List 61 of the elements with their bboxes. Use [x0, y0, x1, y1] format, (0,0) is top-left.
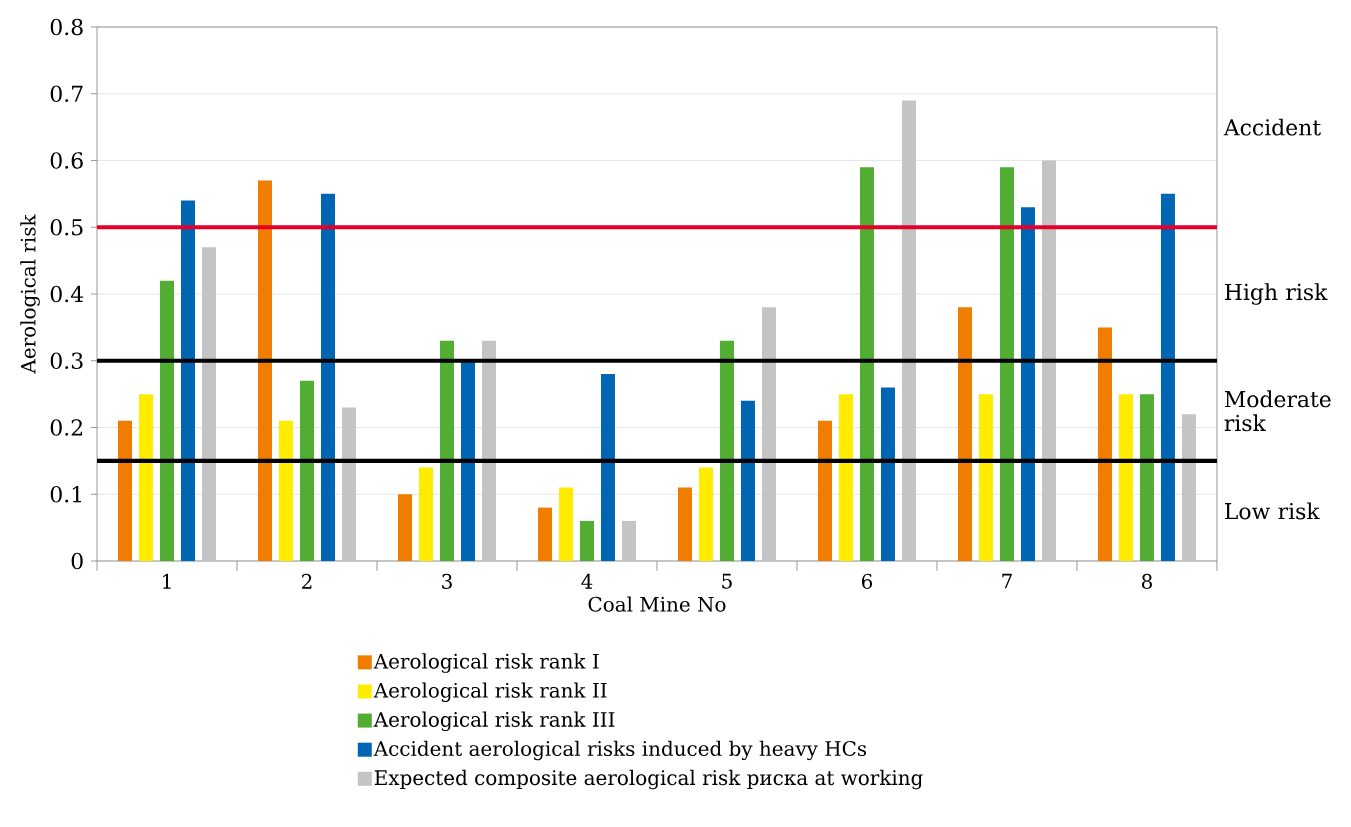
y-tick-label: 0.8 — [50, 18, 83, 36]
text: Accident — [1223, 118, 1321, 136]
y-tick-label: 0.4 — [50, 285, 84, 303]
y-tick-label: 0.1 — [50, 485, 82, 503]
bar — [740, 400, 755, 561]
bar — [181, 200, 195, 561]
legend-label: Accident aerological risks induced by heavy HCs — [373, 740, 867, 761]
bar — [160, 280, 174, 561]
y-axis-title: Aerological risk — [20, 214, 40, 374]
bar — [139, 394, 153, 561]
bar — [957, 307, 972, 561]
bar — [537, 507, 552, 561]
x-tick-label: 2 — [302, 573, 312, 589]
bar — [719, 340, 734, 561]
y-tick-label: 0.2 — [50, 419, 83, 436]
bar — [558, 487, 573, 561]
bar — [418, 467, 433, 561]
bar — [817, 420, 832, 561]
bar — [278, 420, 293, 561]
y-tick-label: 0.3 — [50, 352, 83, 370]
bar — [999, 167, 1014, 561]
bar — [397, 494, 412, 561]
bar — [978, 394, 993, 561]
legend-label: Aerological risk rank II — [373, 682, 607, 702]
bar — [439, 340, 454, 561]
bar — [299, 380, 314, 561]
bar — [621, 520, 636, 561]
bar — [1139, 394, 1154, 561]
x-tick-label: 1 — [163, 573, 171, 589]
bar — [118, 420, 132, 561]
x-axis-title: Coal Mine No — [588, 596, 726, 612]
bar — [1160, 193, 1175, 561]
bar — [1118, 394, 1133, 561]
bar — [1020, 207, 1035, 561]
bar — [257, 180, 272, 561]
legend-label: Aerological risk rank III — [373, 711, 615, 732]
x-tick-label: 3 — [442, 573, 452, 589]
bar — [460, 360, 475, 561]
bar — [600, 374, 615, 561]
legend-label: Aerological risk rank I — [373, 653, 599, 673]
y-tick-label: 0.6 — [50, 152, 83, 169]
bar — [698, 467, 713, 561]
text: Low risk — [1225, 502, 1320, 520]
bar — [579, 520, 594, 561]
bar — [677, 487, 692, 561]
y-tick-label: 0.5 — [50, 218, 83, 236]
y-tick-label: 0 — [71, 552, 83, 570]
bar — [838, 394, 853, 561]
text: High risk — [1225, 283, 1328, 305]
x-tick-label: 5 — [722, 573, 732, 589]
bar — [880, 387, 895, 561]
text: Moderate risk — [1224, 390, 1331, 432]
x-tick-label: 8 — [1141, 573, 1152, 589]
x-tick-label: 4 — [581, 573, 593, 589]
bar — [320, 193, 335, 561]
bar — [859, 167, 874, 561]
legend-label: Expected composite aerological risk риска at working — [374, 769, 923, 790]
bar — [1097, 327, 1112, 561]
x-tick-label: 7 — [1002, 573, 1012, 589]
x-tick-label: 6 — [861, 573, 873, 589]
y-tick-label: 0.7 — [50, 85, 83, 103]
